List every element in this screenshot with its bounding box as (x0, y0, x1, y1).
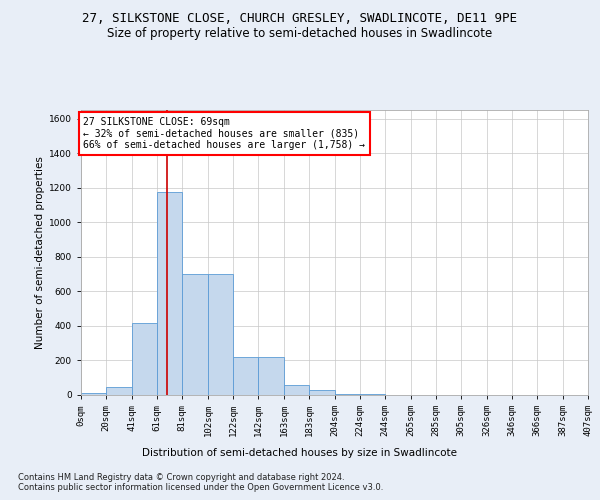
Bar (258, 357, 284, 395)
Text: Size of property relative to semi-detached houses in Swadlincote: Size of property relative to semi-detach… (107, 28, 493, 40)
Text: Contains HM Land Registry data © Crown copyright and database right 2024.: Contains HM Land Registry data © Crown c… (18, 472, 344, 482)
Text: Contains public sector information licensed under the Open Government Licence v3: Contains public sector information licen… (18, 484, 383, 492)
Bar (81, 394, 106, 395)
Bar (309, 390, 335, 395)
Text: Distribution of semi-detached houses by size in Swadlincote: Distribution of semi-detached houses by … (143, 448, 458, 458)
Bar (360, 394, 385, 395)
Bar (182, 274, 208, 395)
Bar (157, 192, 182, 395)
Bar (335, 394, 360, 395)
Y-axis label: Number of semi-detached properties: Number of semi-detached properties (35, 156, 45, 349)
Bar (233, 357, 258, 395)
Bar (132, 324, 157, 395)
Bar (106, 387, 132, 395)
Text: 27, SILKSTONE CLOSE, CHURCH GRESLEY, SWADLINCOTE, DE11 9PE: 27, SILKSTONE CLOSE, CHURCH GRESLEY, SWA… (83, 12, 517, 26)
Bar (208, 274, 233, 395)
Bar (284, 384, 309, 395)
Text: 27 SILKSTONE CLOSE: 69sqm
← 32% of semi-detached houses are smaller (835)
66% of: 27 SILKSTONE CLOSE: 69sqm ← 32% of semi-… (83, 117, 365, 150)
